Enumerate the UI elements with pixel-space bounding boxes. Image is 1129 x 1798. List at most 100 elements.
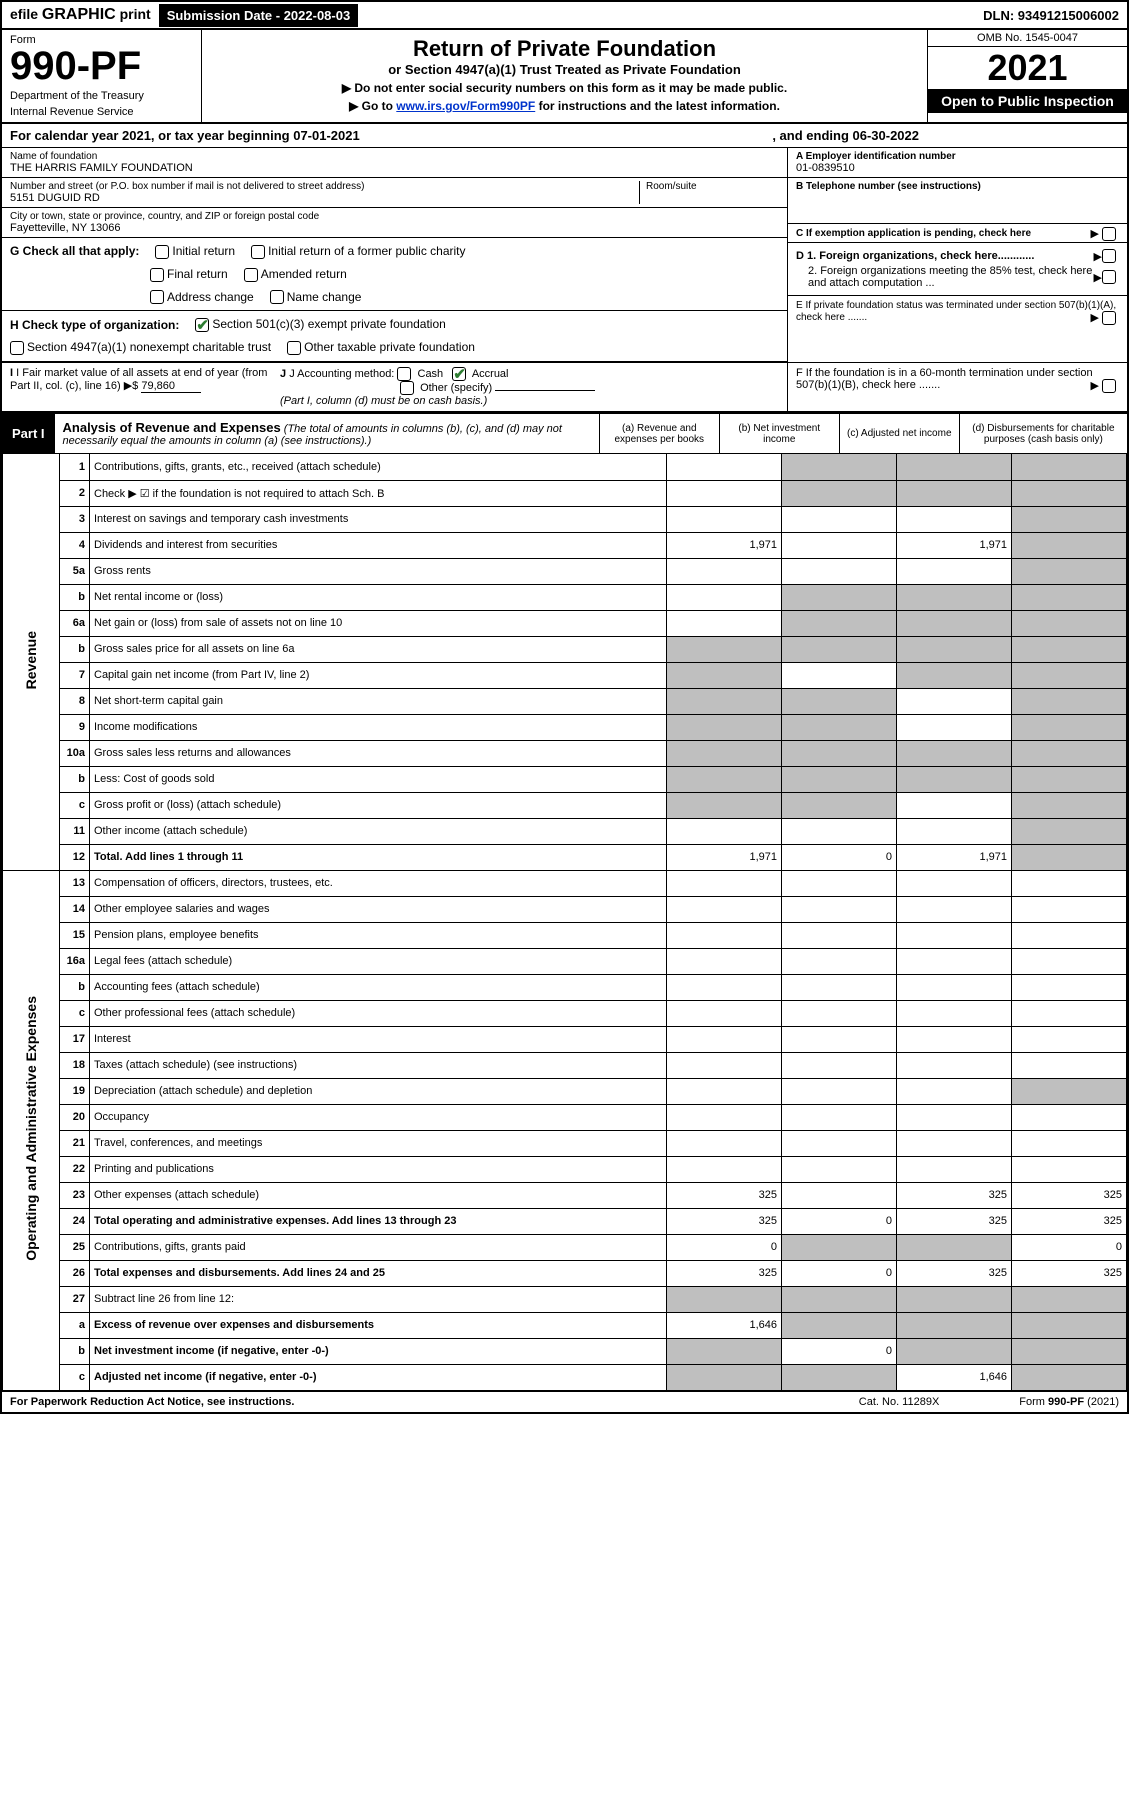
cb-d2[interactable]: [1102, 270, 1116, 284]
col-c-value: 325: [897, 1182, 1012, 1208]
line-label: Printing and publications: [90, 1156, 667, 1182]
col-b-value: [782, 870, 897, 896]
line-number: 13: [60, 870, 90, 896]
col-c-value: 1,971: [897, 532, 1012, 558]
irs-link[interactable]: www.irs.gov/Form990PF: [396, 99, 535, 113]
table-row: 15Pension plans, employee benefits: [3, 922, 1127, 948]
line-number: 18: [60, 1052, 90, 1078]
line-number: 16a: [60, 948, 90, 974]
fmv-value: 79,860: [141, 380, 201, 393]
address-cell: Number and street (or P.O. box number if…: [2, 178, 787, 208]
cb-final-return[interactable]: [150, 268, 164, 282]
col-a-value: [667, 1026, 782, 1052]
col-a-value: [667, 688, 782, 714]
line-label: Compensation of officers, directors, tru…: [90, 870, 667, 896]
cat-no: Cat. No. 11289X: [859, 1396, 940, 1408]
cb-c[interactable]: [1102, 227, 1116, 241]
line-label: Subtract line 26 from line 12:: [90, 1286, 667, 1312]
col-b-value: [782, 1026, 897, 1052]
line-label: Adjusted net income (if negative, enter …: [90, 1364, 667, 1390]
col-a-value: 325: [667, 1208, 782, 1234]
col-b-value: [782, 1078, 897, 1104]
omb-number: OMB No. 1545-0047: [928, 30, 1127, 47]
col-b-value: [782, 1364, 897, 1390]
table-row: bNet rental income or (loss): [3, 584, 1127, 610]
cb-cash[interactable]: [397, 367, 411, 381]
col-d-value: [1012, 558, 1127, 584]
table-row: 14Other employee salaries and wages: [3, 896, 1127, 922]
cb-amended[interactable]: [244, 268, 258, 282]
irs-label: Internal Revenue Service: [10, 106, 193, 118]
col-c-value: [897, 610, 1012, 636]
col-a-value: [667, 480, 782, 506]
col-d-value: [1012, 766, 1127, 792]
form-note-link: ▶ Go to www.irs.gov/Form990PF for instru…: [208, 99, 921, 113]
col-d-value: [1012, 1364, 1127, 1390]
line-label: Gross sales less returns and allowances: [90, 740, 667, 766]
cb-4947[interactable]: [10, 341, 24, 355]
col-d-value: 325: [1012, 1208, 1127, 1234]
cb-initial-former[interactable]: [251, 245, 265, 259]
col-c-value: [897, 1130, 1012, 1156]
col-c-value: [897, 662, 1012, 688]
line-label: Net rental income or (loss): [90, 584, 667, 610]
col-b-value: [782, 1182, 897, 1208]
col-a-value: [667, 1052, 782, 1078]
cb-501c3[interactable]: [195, 318, 209, 332]
line-label: Interest on savings and temporary cash i…: [90, 506, 667, 532]
cb-accrual[interactable]: [452, 367, 466, 381]
form-title: Return of Private Foundation: [208, 36, 921, 62]
col-d-value: 325: [1012, 1182, 1127, 1208]
c-cell: C If exemption application is pending, c…: [788, 224, 1127, 243]
cb-name-change[interactable]: [270, 290, 284, 304]
line-label: Excess of revenue over expenses and disb…: [90, 1312, 667, 1338]
col-c-value: [897, 1052, 1012, 1078]
col-d-value: 0: [1012, 1234, 1127, 1260]
col-d-value: 325: [1012, 1260, 1127, 1286]
col-a-value: 1,971: [667, 532, 782, 558]
cb-f[interactable]: [1102, 379, 1116, 393]
col-b-value: 0: [782, 844, 897, 870]
line-number: 20: [60, 1104, 90, 1130]
col-b-value: [782, 1000, 897, 1026]
table-row: aExcess of revenue over expenses and dis…: [3, 1312, 1127, 1338]
col-c-value: [897, 1338, 1012, 1364]
col-b-value: [782, 714, 897, 740]
col-b-value: [782, 1312, 897, 1338]
table-row: Revenue1Contributions, gifts, grants, et…: [3, 454, 1127, 480]
col-c-value: [897, 740, 1012, 766]
col-d-value: [1012, 688, 1127, 714]
cb-address-change[interactable]: [150, 290, 164, 304]
dept-treasury: Department of the Treasury: [10, 90, 193, 102]
col-d-value: [1012, 1026, 1127, 1052]
table-row: 5aGross rents: [3, 558, 1127, 584]
col-a-value: [667, 896, 782, 922]
col-b-value: [782, 480, 897, 506]
col-b-value: [782, 948, 897, 974]
line-number: 9: [60, 714, 90, 740]
cb-initial-return[interactable]: [155, 245, 169, 259]
col-d-value: [1012, 1104, 1127, 1130]
line-label: Net short-term capital gain: [90, 688, 667, 714]
foundation-name-cell: Name of foundation THE HARRIS FAMILY FOU…: [2, 148, 787, 178]
col-b-value: [782, 1130, 897, 1156]
table-row: 27Subtract line 26 from line 12:: [3, 1286, 1127, 1312]
cb-e[interactable]: [1102, 311, 1116, 325]
line-number: b: [60, 1338, 90, 1364]
part1-header: Part I Analysis of Revenue and Expenses …: [2, 412, 1127, 454]
col-c-value: [897, 1312, 1012, 1338]
col-c-value: [897, 766, 1012, 792]
cb-d1[interactable]: [1102, 249, 1116, 263]
line-label: Legal fees (attach schedule): [90, 948, 667, 974]
line-number: c: [60, 1000, 90, 1026]
table-row: 26Total expenses and disbursements. Add …: [3, 1260, 1127, 1286]
line-number: 5a: [60, 558, 90, 584]
table-row: cGross profit or (loss) (attach schedule…: [3, 792, 1127, 818]
col-a-value: [667, 1000, 782, 1026]
cb-other-taxable[interactable]: [287, 341, 301, 355]
line-label: Net investment income (if negative, ente…: [90, 1338, 667, 1364]
col-d-value: [1012, 922, 1127, 948]
cb-other-method[interactable]: [400, 381, 414, 395]
table-row: 8Net short-term capital gain: [3, 688, 1127, 714]
col-d-value: [1012, 896, 1127, 922]
